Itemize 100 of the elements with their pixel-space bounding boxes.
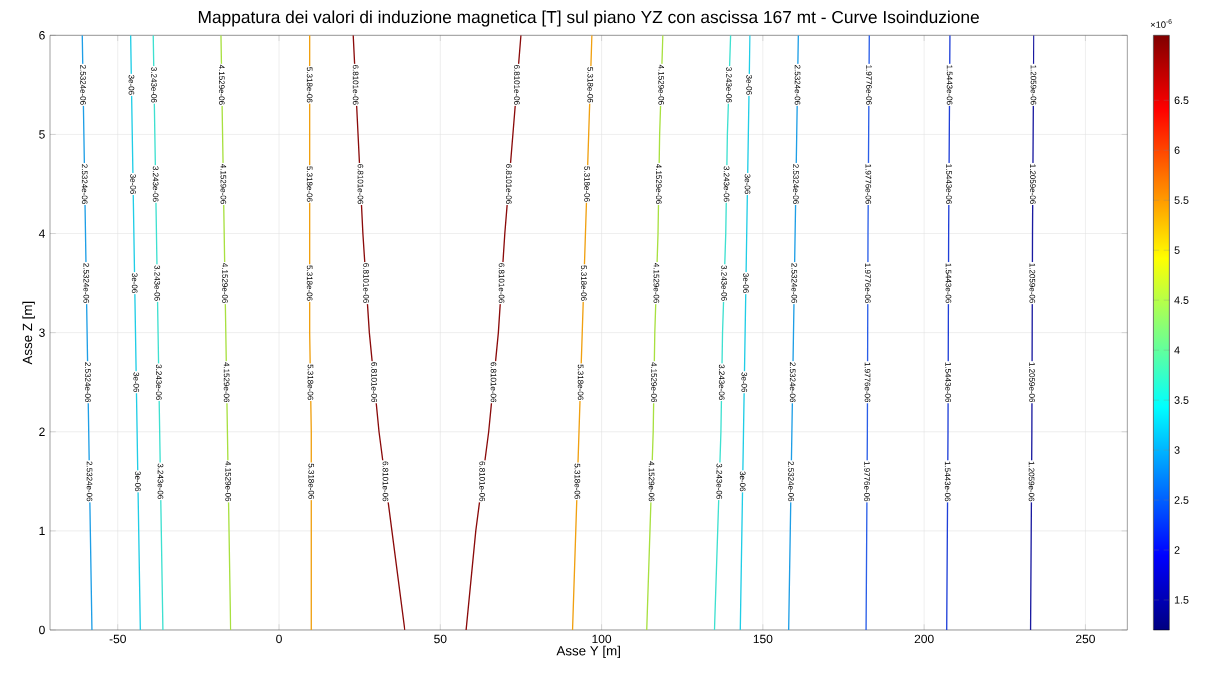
x-tick-label: 100 — [592, 634, 612, 644]
text: 1.9776e-06 — [866, 65, 872, 105]
text: 5.318e-06 — [306, 166, 313, 202]
text: 3.243e-06 — [156, 364, 162, 400]
text: 3e-06 — [130, 174, 136, 194]
y-tick-label: 4 — [38, 229, 45, 238]
text: 3.243e-06 — [716, 463, 723, 499]
text: 3e-06 — [133, 372, 140, 393]
text: ×10$^{-6}$ — [1150, 19, 1172, 28]
text: 3e-06 — [739, 471, 746, 492]
x-axis-title: Asse Y [m] — [556, 645, 620, 659]
text: 1.2059e-06 — [1029, 263, 1036, 303]
color-bar-label: 5.5 — [1174, 196, 1189, 204]
text: 5.318e-06 — [308, 463, 315, 499]
text: 1.2059e-06 — [1028, 461, 1035, 502]
text: 2.5324e-06 — [83, 263, 90, 303]
y-tick-label: 5 — [39, 130, 45, 139]
text: 4.1529e-06 — [223, 362, 230, 403]
text: 6.8101e-06 — [506, 164, 512, 204]
text: 1.5443e-06 — [946, 164, 952, 204]
text: 2.5324e-06 — [86, 461, 93, 502]
text: 4.1529e-06 — [655, 163, 662, 204]
text: 1.5443e-06 — [945, 362, 951, 403]
text: 4.1529e-06 — [225, 461, 232, 502]
text: 4.1529e-06 — [220, 163, 227, 204]
y-tick-label: 1 — [39, 526, 45, 535]
text: 4.1529e-06 — [218, 64, 225, 105]
text: 2.5324e-06 — [788, 461, 794, 502]
color-bar-label: 4.5 — [1174, 296, 1189, 304]
text: 5.318e-06 — [587, 67, 594, 103]
text: 1.2059e-06 — [1029, 362, 1035, 403]
text: 5.318e-06 — [574, 463, 581, 499]
text: 1.2059e-06 — [1030, 164, 1036, 204]
text: 3.243e-06 — [157, 463, 164, 499]
x-tick-label: 200 — [914, 634, 934, 644]
y-tick-label: 2 — [39, 427, 45, 436]
x-tick-label: 150 — [753, 634, 773, 644]
text: 2.5324e-06 — [793, 164, 799, 204]
color-bar-label: 2.5 — [1174, 496, 1189, 504]
text: 3e-06 — [743, 273, 749, 293]
text: 1.2059e-06 — [1030, 65, 1037, 105]
color-bar-label: 5 — [1174, 246, 1180, 254]
text: 6.8101e-06 — [498, 263, 505, 303]
text: 5.318e-06 — [584, 166, 590, 202]
x-tick-label: -50 — [109, 634, 126, 644]
color-bar-label: 3 — [1174, 446, 1180, 454]
color-bar-label: 3.5 — [1174, 396, 1189, 404]
text: 4.1529e-06 — [658, 64, 665, 105]
text: 4.1529e-06 — [653, 263, 660, 303]
y-tick-label: 6 — [39, 31, 45, 40]
y-tick-label: 3 — [39, 328, 45, 337]
text: 2.5324e-06 — [789, 362, 796, 403]
text: 3.243e-06 — [723, 166, 730, 202]
text: 3.243e-06 — [726, 67, 732, 103]
text: 3e-06 — [131, 273, 138, 293]
text: 6.8101e-06 — [490, 362, 497, 403]
text: 3e-06 — [744, 174, 751, 194]
text: 4.1529e-06 — [651, 362, 657, 403]
x-tick-label: 50 — [434, 634, 447, 644]
text: 3e-06 — [128, 74, 135, 95]
y-axis-title: Asse Z [m] — [22, 301, 35, 365]
x-tick-label: 0 — [276, 634, 282, 644]
text: 4.1529e-06 — [648, 461, 655, 502]
text: 6.8101e-06 — [352, 65, 359, 105]
text: 1.9776e-06 — [865, 263, 871, 303]
text: 3e-06 — [741, 372, 748, 393]
text: 3.243e-06 — [152, 166, 159, 202]
x-tick-label: 250 — [1076, 634, 1095, 644]
text: 5.318e-06 — [306, 265, 313, 301]
color-bar-label: 6 — [1174, 146, 1180, 155]
color-bar-label: 1.5 — [1174, 596, 1189, 604]
text: 3.243e-06 — [718, 364, 725, 400]
y-tick-label: 0 — [39, 625, 45, 635]
text: 6.8101e-06 — [363, 263, 369, 303]
text: 5.318e-06 — [306, 67, 313, 103]
text: 5.318e-06 — [581, 265, 587, 301]
text: 1.9776e-06 — [864, 461, 870, 502]
text: 3.243e-06 — [721, 265, 727, 301]
text: 6.8101e-06 — [514, 65, 520, 105]
text: 6.8101e-06 — [479, 461, 486, 502]
color-bar-label: 4 — [1174, 346, 1180, 354]
line-series — [739, 35, 751, 630]
text: 1.9776e-06 — [865, 164, 872, 204]
text: 5.318e-06 — [307, 364, 314, 400]
line-series — [129, 35, 141, 630]
text: 3e-06 — [746, 74, 752, 95]
color-bar-label: 6.5 — [1174, 96, 1189, 105]
text: 1.5443e-06 — [945, 263, 952, 303]
text: 3.243e-06 — [154, 265, 161, 301]
text: 2.5324e-06 — [81, 164, 88, 204]
text: 2.5324e-06 — [791, 263, 798, 303]
text: 1.9776e-06 — [864, 362, 871, 403]
text: 6.8101e-06 — [371, 362, 378, 403]
text: 1.5443e-06 — [946, 65, 953, 105]
text: 1.5443e-06 — [944, 461, 951, 502]
text: 2.5324e-06 — [85, 362, 91, 403]
color-bar-label: 2 — [1174, 546, 1180, 554]
text: 3e-06 — [135, 471, 141, 492]
text: 5.318e-06 — [577, 364, 584, 400]
text: 6.8101e-06 — [382, 461, 389, 502]
